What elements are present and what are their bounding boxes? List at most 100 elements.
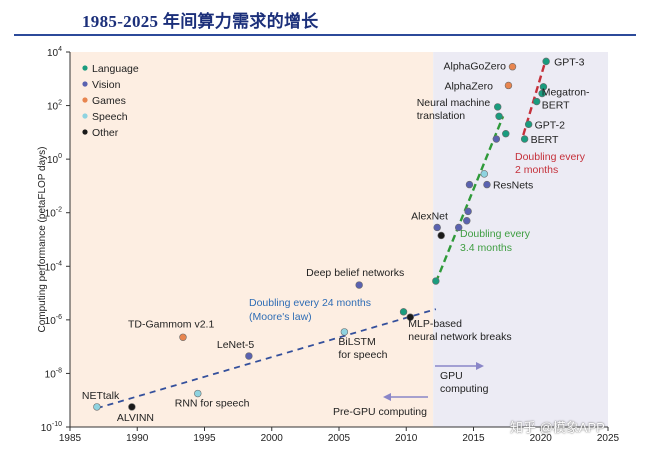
point-label: AlexNet — [411, 210, 448, 222]
x-tick-label: 2025 — [597, 433, 620, 444]
data-point-other — [406, 313, 414, 321]
point-label-line: Megatron- — [542, 87, 590, 99]
trend-line-green — [434, 115, 505, 283]
point-label: ResNets — [493, 180, 533, 192]
data-point-speech — [93, 403, 101, 411]
point-label-line: MLP-based — [408, 318, 462, 330]
x-tick-label: 1995 — [193, 433, 216, 444]
point-label-line: AlexNet — [411, 210, 448, 222]
legend-marker-vision — [82, 81, 88, 87]
data-point-vision — [455, 223, 463, 232]
point-label-line: neural network breaks — [408, 331, 511, 343]
legend-label-other: Other — [92, 127, 119, 139]
pre-gpu-era-arrowhead — [383, 393, 391, 401]
legend-marker-other — [82, 129, 88, 135]
legend-marker-games — [82, 97, 88, 103]
point-label-line: LeNet-5 — [217, 339, 255, 351]
x-tick-label: 2005 — [328, 433, 351, 444]
data-point-language — [502, 129, 510, 138]
y-tick-exponent: 0 — [58, 153, 62, 160]
legend-marker-speech — [82, 113, 88, 119]
x-tick-label: 2010 — [395, 433, 418, 444]
annotation-red-line2: 2 months — [515, 164, 558, 176]
data-point-language — [399, 308, 408, 316]
y-tick-exponent: -6 — [56, 314, 62, 321]
point-label: TD-Gammom v2.1 — [128, 318, 215, 330]
gpu-era-background — [433, 52, 608, 427]
point-label-line: ResNets — [493, 180, 533, 192]
point-label: Megatron-BERT — [542, 87, 590, 112]
era-arrows — [383, 362, 484, 401]
x-tick-label: 2000 — [261, 433, 284, 444]
y-tick-exponent: -10 — [52, 421, 62, 428]
y-tick-exponent: -8 — [56, 367, 62, 374]
data-point-vision — [245, 352, 253, 360]
data-point-vision — [355, 281, 363, 289]
point-label: GPT-3 — [554, 56, 585, 68]
y-tick-exponent: -2 — [56, 207, 62, 214]
point-label-line: NETtalk — [82, 390, 120, 402]
gpu-era-arrowhead — [476, 362, 484, 370]
annotation-red-line1: Doubling every — [515, 151, 586, 163]
point-label-line: GPT-2 — [535, 119, 566, 131]
title-rule — [14, 34, 636, 36]
data-point-vision — [463, 217, 471, 225]
y-tick-exponent: -4 — [56, 260, 62, 267]
point-label: ALVINN — [117, 412, 154, 424]
point-label-line: RNN for speech — [175, 398, 250, 410]
data-point-speech — [480, 170, 488, 178]
point-label: LeNet-5 — [217, 339, 255, 351]
y-tick-label: 100 — [47, 153, 62, 166]
annotation-blue-line1: Doubling every 24 months — [249, 297, 371, 309]
y-axis-label: Computing performance (petaFLOP days) — [37, 146, 48, 332]
data-point-speech — [194, 389, 202, 398]
legend-label-vision: Vision — [92, 79, 121, 91]
point-label: MLP-based neural network breaks — [408, 318, 511, 343]
data-point-games — [508, 63, 517, 71]
y-tick-exponent: 2 — [58, 100, 62, 107]
data-point-games — [179, 333, 187, 341]
data-point-speech — [340, 328, 349, 336]
pre-gpu-era-background — [70, 52, 434, 427]
data-point-vision — [483, 180, 491, 189]
watermark: 知乎 @模象APP — [510, 420, 605, 435]
legend-marker-language — [82, 65, 88, 71]
point-label: AlphaZero — [444, 80, 493, 92]
y-tick-exponent: 4 — [58, 46, 62, 53]
data-point-language — [520, 135, 529, 143]
point-label-line: BERT — [542, 100, 570, 112]
trend-annotations: Doubling every 24 months (Moore's law) D… — [249, 151, 586, 418]
point-label-line: AlphaZero — [444, 80, 493, 92]
point-label-line: BERT — [531, 134, 559, 146]
point-label-line: Deep belief networks — [306, 267, 404, 279]
data-point-language — [495, 112, 503, 120]
trend-line-blue — [96, 308, 437, 410]
legend-label-speech: Speech — [92, 111, 128, 123]
point-label: BiLSTM for speech — [338, 336, 387, 361]
data-point-language — [533, 97, 541, 106]
data-point-vision — [433, 223, 441, 232]
y-tick-label: 10-8 — [45, 367, 62, 380]
x-tick-label: 1985 — [59, 433, 82, 444]
page-title: 1985-2025 年间算力需求的增长 — [82, 12, 319, 31]
point-label-line: AlphaGoZero — [444, 61, 507, 73]
point-label: Neural machine translation — [417, 97, 491, 122]
point-label-line: for speech — [338, 349, 387, 361]
point-label: BERT — [531, 134, 559, 146]
data-point-other — [128, 403, 136, 411]
point-label-line: translation — [417, 110, 466, 122]
x-tick-label: 1990 — [126, 433, 149, 444]
point-label-line: Neural machine — [417, 97, 491, 109]
data-point-language — [542, 57, 550, 66]
data-point-vision — [465, 180, 474, 189]
chart-legend: Language Vision Games Speech Other — [82, 63, 139, 139]
data-point-vision — [492, 135, 501, 143]
y-tick-label: 102 — [47, 100, 62, 113]
gpu-era-label: GPU — [440, 370, 463, 382]
data-point-language — [539, 83, 548, 91]
data-point-language — [432, 277, 440, 285]
data-point-other — [437, 231, 445, 240]
point-label: GPT-2 — [535, 119, 566, 131]
point-label-line: ALVINN — [117, 412, 154, 424]
